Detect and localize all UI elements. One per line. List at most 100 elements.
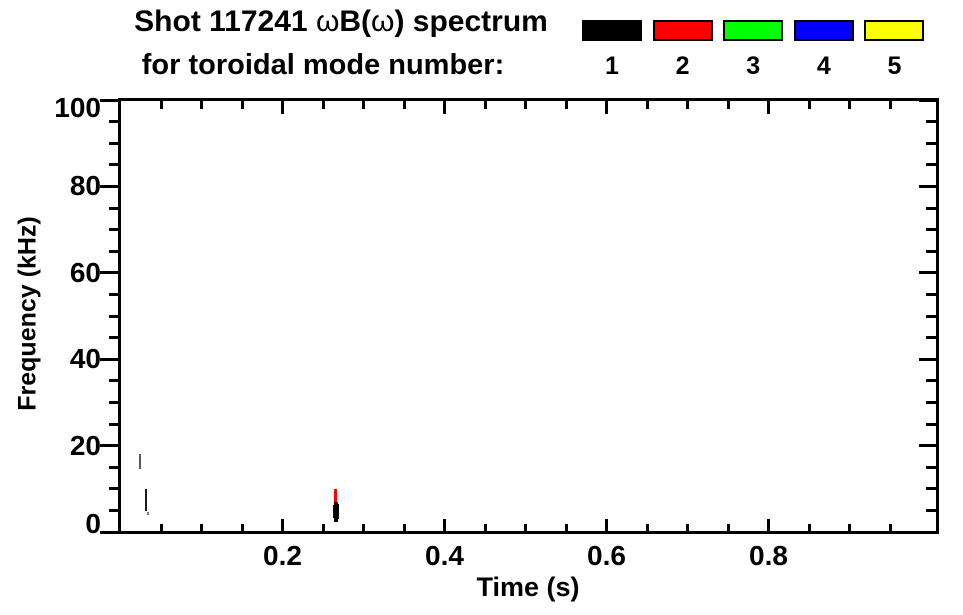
x-axis-tick [807,524,811,531]
x-axis-tick-top [321,101,325,109]
legend-label-1: 1 [605,52,619,80]
y-axis-tick-right [926,228,936,232]
y-axis-tick [100,444,118,448]
x-tick-label: 0.8 [749,540,788,571]
chart-title-rest: ) spectrum [394,5,548,38]
chart-title-shot: Shot 117241 [134,5,316,38]
x-axis-tick-top [281,101,284,114]
y-axis-tick-right [919,98,936,102]
plot-frame [118,98,939,534]
y-tick-label: 40 [69,343,101,375]
y-axis-tick [100,530,118,534]
x-axis-tick-top [564,101,568,109]
data-mark [138,454,141,469]
y-axis-tick-right [926,120,936,124]
x-axis-tick [767,519,770,531]
x-axis-tick-top [848,101,851,109]
y-axis-tick [109,163,118,167]
x-axis-tick [281,519,284,531]
y-axis-tick [109,120,118,124]
x-axis-tick [443,519,446,531]
y-axis-tick-right [926,400,936,404]
y-axis-title: Frequency (kHz) [13,216,42,411]
x-axis-tick-top [443,101,446,114]
legend-label-5: 5 [887,52,902,80]
y-axis-tick [109,422,118,426]
x-tick-label: 0.6 [587,540,626,571]
omega-symbol: ω [371,5,395,38]
data-mark [146,512,149,515]
legend-swatch-1 [582,20,642,41]
y-axis-tick [109,508,118,512]
y-tick-label: 20 [69,429,101,461]
x-axis-tick [200,524,203,531]
x-axis-tick-top [686,101,689,109]
legend-label-3: 3 [746,52,761,80]
x-axis-tick [848,524,851,531]
y-axis-tick-right [919,357,936,361]
x-axis-tick [564,524,568,531]
y-axis-tick [100,357,118,361]
chart-subtitle: for toroidal mode number: [141,49,505,81]
y-tick-label: 0 [85,508,101,539]
y-tick-label: 100 [54,92,101,123]
y-axis-tick-right [926,314,936,318]
y-axis-tick [109,141,118,145]
x-axis-tick [605,519,608,531]
x-axis-tick-top [200,101,203,109]
data-mark [332,505,335,519]
y-axis-tick-right [919,530,936,534]
x-axis-tick-top [483,101,487,109]
chart-title-mid: B( [339,5,372,38]
y-axis-tick-right [919,184,936,188]
y-axis-tick-right [926,487,936,491]
y-axis-tick-right [919,271,936,275]
data-mark [337,503,340,520]
y-axis-tick [100,98,118,102]
y-axis-tick [109,249,118,253]
x-tick-label: 0.2 [263,540,302,571]
x-axis-tick-top [159,101,163,109]
legend-swatch-2 [652,20,713,41]
y-axis-tick [109,206,118,210]
y-tick-label: 80 [69,170,101,202]
x-tick-label: 0.4 [425,540,464,571]
omega-symbol: ω [315,5,340,38]
legend-swatch-4 [793,20,854,41]
x-axis-tick-top [362,101,365,109]
y-axis-tick-right [926,163,936,167]
y-axis-tick [109,400,118,404]
y-tick-label: 60 [69,256,101,288]
y-axis-tick [100,184,118,188]
legend-swatch-3 [723,20,784,41]
data-mark [144,489,147,511]
y-axis-tick-right [926,336,936,340]
y-axis-tick [109,228,118,232]
data-mark [333,501,338,523]
x-axis-title: Time (s) [476,572,580,602]
data-mark [333,488,337,502]
y-axis-tick-right [926,292,936,296]
y-axis-tick [109,292,118,296]
y-axis-tick [109,465,118,469]
x-axis-tick-top [807,101,811,109]
y-axis-tick-right [926,206,936,210]
y-axis-tick [100,271,118,275]
chart-title: Shot 117241 ωB(ω) spectrum [0,5,682,39]
x-axis-tick-top [726,101,730,109]
x-axis-tick [726,524,730,531]
x-axis-tick-top [240,101,244,109]
y-axis-tick [109,379,118,383]
x-axis-tick [159,524,163,531]
y-axis-tick-right [926,141,936,145]
legend-label-4: 4 [816,52,831,80]
y-axis-tick [109,487,118,491]
x-axis-tick-top [767,101,770,114]
x-axis-tick [686,524,689,531]
y-axis-tick [109,314,118,318]
legend-swatch-5 [864,20,925,41]
x-axis-tick-top [645,101,649,109]
x-axis-tick [645,524,649,531]
y-axis-tick-right [926,508,936,512]
